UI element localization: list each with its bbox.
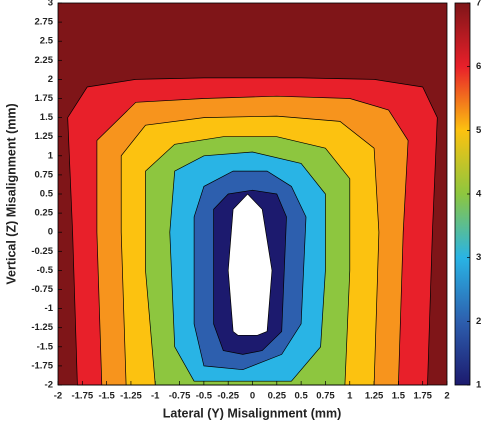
x-tick-label: 1 — [347, 391, 353, 402]
colorbar-tick-label: 7 — [476, 0, 481, 9]
x-tick-label: -0.25 — [217, 391, 239, 402]
x-tick-label: -2 — [54, 391, 62, 402]
colorbar-tick-label: 3 — [476, 252, 481, 263]
x-axis-label: Lateral (Y) Misalignment (mm) — [163, 406, 342, 420]
x-tick-label: -0.5 — [196, 391, 213, 402]
x-tick-label: 1.5 — [392, 391, 406, 402]
y-tick-label: 0.5 — [40, 189, 54, 200]
y-tick-label: 2 — [48, 74, 53, 85]
y-tick-label: 2.75 — [35, 17, 54, 28]
x-tick-label: -1.25 — [120, 391, 142, 402]
y-tick-label: -1.5 — [37, 341, 54, 352]
x-tick-label: 0 — [250, 391, 255, 402]
y-tick-label: 3 — [48, 0, 53, 9]
x-tick-label: 0.25 — [268, 391, 287, 402]
y-tick-label: 0.75 — [35, 169, 54, 180]
x-tick-label: 1.25 — [365, 391, 384, 402]
colorbar-tick-label: 4 — [476, 189, 482, 200]
y-tick-label: -1.25 — [31, 322, 53, 333]
colorbar-tick-label: 5 — [476, 125, 482, 136]
x-tick-label: -1.75 — [71, 391, 93, 402]
contour-region — [227, 193, 273, 336]
colorbar-tick-label: 2 — [476, 316, 481, 327]
y-tick-label: -1 — [45, 303, 54, 314]
x-tick-label: -1 — [151, 391, 160, 402]
y-tick-label: 2.5 — [40, 36, 54, 47]
y-tick-label: -0.75 — [31, 284, 53, 295]
x-tick-label: 0.75 — [316, 391, 335, 402]
colorbar-tick-label: 6 — [476, 61, 481, 72]
y-tick-label: 0.25 — [35, 208, 54, 219]
y-tick-label: 1 — [48, 150, 54, 161]
x-tick-label: -1.5 — [98, 391, 115, 402]
y-tick-label: 0 — [48, 227, 53, 238]
y-tick-label: -0.5 — [37, 265, 54, 276]
y-tick-label: 2.25 — [35, 55, 54, 66]
y-tick-label: -2 — [45, 380, 53, 391]
y-tick-label: 1.5 — [40, 112, 54, 123]
x-tick-label: 1.75 — [413, 391, 432, 402]
x-tick-label: -0.75 — [169, 391, 191, 402]
y-tick-label: 1.75 — [35, 93, 54, 104]
y-tick-label: -1.75 — [31, 360, 53, 371]
y-tick-label: 1.25 — [35, 131, 54, 142]
y-axis-label: Vertical (Z) Misalignment (mm) — [4, 103, 18, 284]
x-tick-label: 0.5 — [295, 391, 309, 402]
x-tick-label: 2 — [444, 391, 449, 402]
y-tick-label: -0.25 — [31, 246, 53, 257]
colorbar-tick-label: 1 — [476, 380, 482, 391]
